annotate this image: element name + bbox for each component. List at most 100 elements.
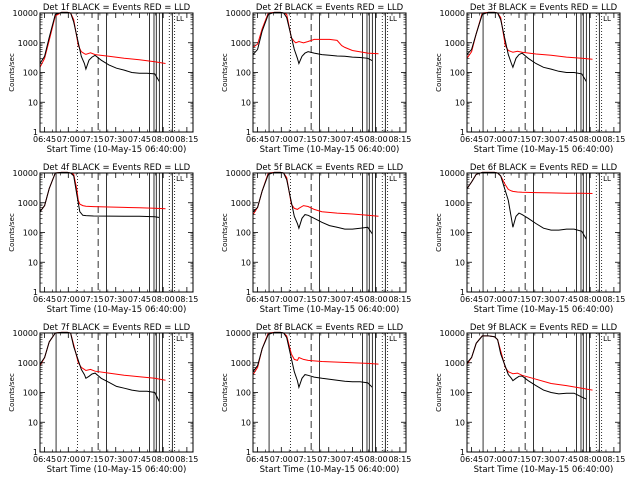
x-tick-label: 08:15: [602, 455, 625, 464]
y-tick-label: 1: [246, 288, 251, 297]
x-tick-label: 07:15: [507, 295, 530, 304]
x-tick-label: 06:45: [246, 135, 269, 144]
y-axis-label: Counts/sec: [435, 373, 443, 412]
y-tick-label: 100: [236, 389, 251, 398]
x-tick-label: 07:15: [293, 135, 316, 144]
event-rate-line: [466, 171, 587, 240]
panel-title: Det 1f BLACK = Events RED = LLD: [43, 3, 191, 13]
plot-frame: [39, 332, 194, 453]
y-axis-label: Counts/sec: [221, 53, 229, 92]
legend-label: LL: [603, 175, 611, 183]
x-tick-label: 07:45: [128, 135, 151, 144]
panel-title: Det 3f BLACK = Events RED = LLD: [470, 3, 618, 13]
legend-label: LL: [603, 335, 611, 343]
y-tick-label: 1000: [445, 359, 465, 368]
y-tick-label: 1: [246, 128, 251, 137]
y-tick-label: 10: [28, 258, 38, 267]
x-tick-label: 08:00: [579, 455, 602, 464]
panel-1: 1 10 100 1000 10000 06:45 07:00 07:15 07:30 07:45…: [8, 3, 198, 155]
legend-label: LL: [389, 335, 397, 343]
y-axis-label: Counts/sec: [8, 213, 16, 252]
lld-rate-line: [252, 11, 379, 55]
y-tick-label: 10000: [13, 9, 38, 18]
panel-2: 1 10 100 1000 10000 06:45 07:00 07:15 07:30 07:45…: [221, 3, 411, 155]
x-tick-label: 08:00: [365, 295, 388, 304]
x-axis-label: Start Time (10-May-15 06:40:00): [47, 465, 187, 475]
legend-label: LL: [176, 175, 184, 183]
x-tick-label: 08:15: [388, 455, 411, 464]
x-axis-label: Start Time (10-May-15 06:40:00): [474, 145, 614, 155]
panel-title: Det 5f BLACK = Events RED = LLD: [256, 163, 404, 173]
y-axis-label: Counts/sec: [221, 373, 229, 412]
y-tick-label: 100: [236, 229, 251, 238]
y-axis-label: Counts/sec: [435, 53, 443, 92]
event-rate-line: [466, 335, 587, 400]
plot-frame: [252, 172, 407, 293]
y-tick-label: 1: [33, 128, 38, 137]
y-tick-label: 100: [23, 389, 38, 398]
legend-label: LL: [603, 15, 611, 23]
plot-frame: [466, 172, 621, 293]
x-tick-label: 07:30: [104, 455, 127, 464]
y-tick-label: 10000: [13, 169, 38, 178]
x-axis-label: Start Time (10-May-15 06:40:00): [47, 305, 187, 315]
x-tick-label: 07:00: [270, 135, 293, 144]
x-tick-label: 07:30: [317, 135, 340, 144]
y-tick-label: 10000: [226, 9, 251, 18]
x-tick-label: 06:45: [246, 455, 269, 464]
y-axis-label: Counts/sec: [8, 373, 16, 412]
x-tick-label: 07:45: [341, 455, 364, 464]
x-axis-label: Start Time (10-May-15 06:40:00): [474, 465, 614, 475]
event-rate-line: [39, 11, 160, 82]
x-tick-label: 07:15: [80, 295, 103, 304]
x-tick-label: 07:45: [341, 135, 364, 144]
x-tick-label: 08:00: [365, 455, 388, 464]
y-tick-label: 100: [450, 69, 465, 78]
y-tick-label: 10000: [226, 329, 251, 338]
lld-rate-line: [39, 171, 166, 213]
x-tick-label: 08:15: [602, 295, 625, 304]
y-tick-label: 1: [460, 128, 465, 137]
x-tick-label: 08:00: [365, 135, 388, 144]
y-tick-label: 1000: [18, 359, 38, 368]
x-tick-label: 06:45: [33, 295, 56, 304]
lld-rate-line: [39, 331, 166, 381]
x-tick-label: 08:15: [388, 135, 411, 144]
event-rate-line: [252, 11, 373, 65]
x-tick-label: 08:15: [175, 455, 198, 464]
y-tick-label: 10: [28, 98, 38, 107]
panel-title: Det 7f BLACK = Events RED = LLD: [43, 323, 191, 333]
x-axis-label: Start Time (10-May-15 06:40:00): [260, 145, 400, 155]
x-tick-label: 07:00: [484, 455, 507, 464]
plot-frame: [252, 332, 407, 453]
y-tick-label: 1000: [18, 199, 38, 208]
y-tick-label: 1: [460, 288, 465, 297]
panel-8: 1 10 100 1000 10000 06:45 07:00 07:15 07:30 07:45…: [221, 323, 411, 475]
plot-frame: [39, 12, 194, 133]
x-tick-label: 07:00: [484, 135, 507, 144]
panel-title: Det 8f BLACK = Events RED = LLD: [256, 323, 404, 333]
event-rate-line: [39, 331, 160, 402]
x-tick-label: 07:00: [57, 135, 80, 144]
x-tick-label: 07:30: [531, 455, 554, 464]
y-tick-label: 10000: [13, 329, 38, 338]
y-tick-label: 1: [33, 288, 38, 297]
lld-rate-line: [39, 11, 166, 68]
y-tick-label: 10000: [440, 169, 465, 178]
panel-title: Det 2f BLACK = Events RED = LLD: [256, 3, 404, 13]
x-tick-label: 08:15: [175, 135, 198, 144]
y-tick-label: 100: [23, 229, 38, 238]
y-tick-label: 10: [455, 258, 465, 267]
plot-frame: [466, 12, 621, 133]
x-tick-label: 07:30: [317, 455, 340, 464]
x-tick-label: 06:45: [460, 135, 483, 144]
y-tick-label: 10: [241, 98, 251, 107]
y-axis-label: Counts/sec: [435, 213, 443, 252]
x-tick-label: 07:15: [80, 135, 103, 144]
x-tick-label: 08:00: [152, 135, 175, 144]
x-tick-label: 07:00: [57, 455, 80, 464]
x-tick-label: 07:00: [484, 295, 507, 304]
plot-frame: [39, 172, 194, 293]
x-tick-label: 07:30: [104, 295, 127, 304]
